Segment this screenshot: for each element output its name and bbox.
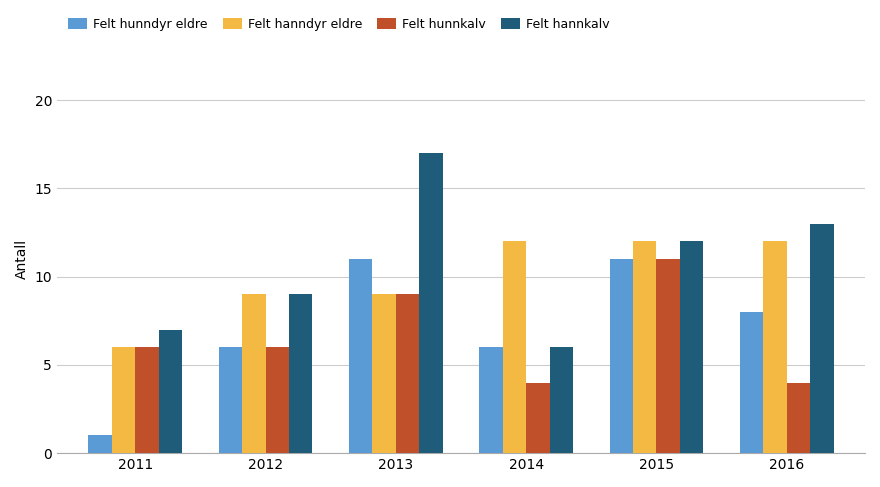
- Bar: [112, 347, 136, 453]
- Bar: [810, 224, 833, 453]
- Bar: [680, 242, 703, 453]
- Bar: [88, 435, 112, 453]
- Bar: [349, 259, 372, 453]
- Bar: [502, 242, 526, 453]
- Bar: [763, 242, 787, 453]
- Y-axis label: Antall: Antall: [15, 239, 29, 279]
- Bar: [740, 312, 763, 453]
- Bar: [633, 242, 656, 453]
- Bar: [158, 330, 182, 453]
- Bar: [266, 347, 289, 453]
- Legend: Felt hunndyr eldre, Felt hanndyr eldre, Felt hunnkalv, Felt hannkalv: Felt hunndyr eldre, Felt hanndyr eldre, …: [63, 13, 614, 36]
- Bar: [610, 259, 633, 453]
- Bar: [526, 383, 550, 453]
- Bar: [218, 347, 242, 453]
- Bar: [480, 347, 502, 453]
- Bar: [656, 259, 680, 453]
- Bar: [289, 294, 312, 453]
- Bar: [372, 294, 396, 453]
- Bar: [419, 153, 443, 453]
- Bar: [787, 383, 810, 453]
- Bar: [136, 347, 158, 453]
- Bar: [242, 294, 266, 453]
- Bar: [396, 294, 419, 453]
- Bar: [550, 347, 573, 453]
